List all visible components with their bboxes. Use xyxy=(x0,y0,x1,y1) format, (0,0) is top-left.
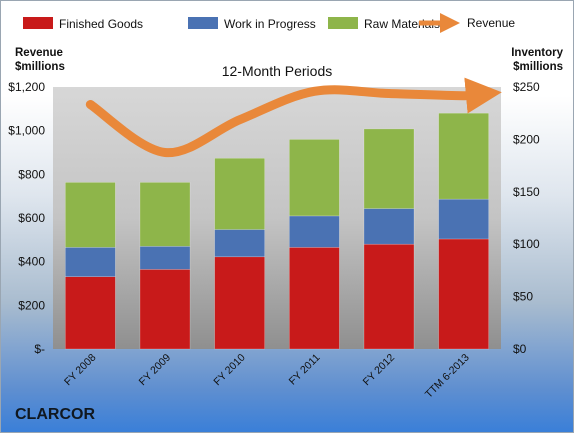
x-tick-label: FY 2008 xyxy=(62,352,99,389)
legend-label-revenue: Revenue xyxy=(467,16,515,30)
legend-swatch-raw-materials xyxy=(328,17,358,29)
legend-label-finished-goods: Finished Goods xyxy=(59,17,143,31)
bar-work-in-progress-4 xyxy=(363,208,415,245)
left-tick-label: $400 xyxy=(18,255,45,269)
bar-finished-goods-3 xyxy=(289,247,340,350)
bar-finished-goods-0 xyxy=(65,276,116,350)
right-tick-label: $150 xyxy=(513,185,540,199)
right-axis-title-line1: Inventory xyxy=(511,47,563,59)
left-axis-title-line2: $millions xyxy=(15,61,65,73)
right-tick-label: $0 xyxy=(513,342,527,356)
bar-work-in-progress-1 xyxy=(139,245,191,270)
bar-finished-goods-2 xyxy=(214,256,265,350)
x-tick-label: FY 2010 xyxy=(211,352,248,389)
bar-work-in-progress-5 xyxy=(438,198,489,240)
bar-raw-materials-1 xyxy=(139,182,191,247)
right-tick-label: $50 xyxy=(513,290,533,304)
left-tick-label: $800 xyxy=(18,167,45,181)
bar-raw-materials-2 xyxy=(214,157,265,230)
chart-subtitle: 12-Month Periods xyxy=(222,63,333,79)
left-tick-label: $200 xyxy=(18,298,45,312)
x-tick-label: TTM 6-2013 xyxy=(423,352,472,401)
left-axis-title-line1: Revenue xyxy=(15,47,63,59)
bar-work-in-progress-0 xyxy=(65,247,116,277)
left-tick-label: $1,000 xyxy=(8,124,45,138)
left-tick-label: $600 xyxy=(18,211,45,225)
right-tick-label: $250 xyxy=(513,80,540,94)
right-tick-label: $100 xyxy=(513,237,540,251)
x-tick-label: FY 2011 xyxy=(287,352,323,388)
left-tick-label: $1,200 xyxy=(8,80,45,94)
bar-raw-materials-4 xyxy=(363,128,415,209)
bar-finished-goods-1 xyxy=(139,269,191,350)
legend: Finished Goods Work in Progress Raw Materi… xyxy=(23,13,515,33)
bar-work-in-progress-2 xyxy=(214,229,265,258)
company-name: CLARCOR xyxy=(15,406,95,423)
bar-raw-materials-5 xyxy=(438,112,489,200)
bar-raw-materials-0 xyxy=(65,182,116,248)
bar-work-in-progress-3 xyxy=(289,215,340,248)
legend-swatch-finished-goods xyxy=(23,17,53,29)
legend-label-work-in-progress: Work in Progress xyxy=(224,17,316,31)
bar-finished-goods-4 xyxy=(363,243,415,350)
x-tick-label: FY 2009 xyxy=(137,352,174,389)
left-tick-label: $- xyxy=(34,342,45,356)
right-tick-label: $200 xyxy=(513,132,540,146)
bar-finished-goods-5 xyxy=(438,238,489,350)
bar-raw-materials-3 xyxy=(289,139,340,217)
x-tick-label: FY 2012 xyxy=(361,352,398,389)
legend-swatch-work-in-progress xyxy=(188,17,218,29)
right-axis-title-line2: $millions xyxy=(513,61,563,73)
